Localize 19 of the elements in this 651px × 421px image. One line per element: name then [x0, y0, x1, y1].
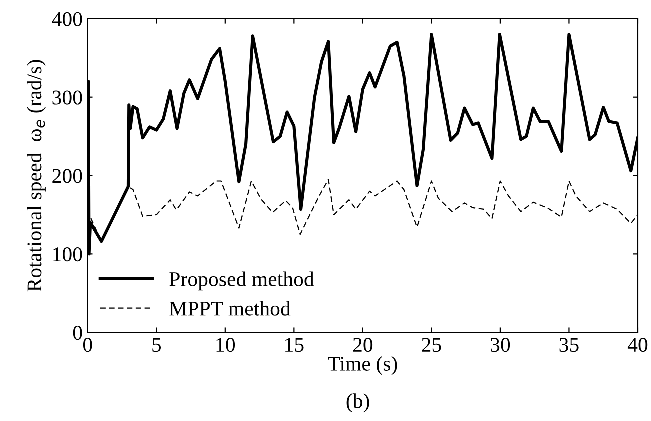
y-tick-label: 200 [52, 169, 82, 184]
y-tick-label: 100 [54, 248, 82, 262]
x-tick-label: 30 [491, 338, 510, 352]
x-tick-label: 0 [83, 338, 92, 352]
x-tick-label: 10 [216, 338, 236, 352]
y-tick-label: 300 [52, 90, 82, 105]
x-tick-label: 15 [286, 338, 304, 352]
y-axis-title: Rotational speed ω$_{e}$ (rad/s) [27, 60, 46, 292]
y-tick-label: 400 [52, 12, 82, 26]
legend-label: Proposed method [170, 272, 314, 291]
x-tick-label: 5 [152, 338, 162, 352]
x-tick-label: 35 [560, 338, 579, 352]
x-axis-title: Time (s) [328, 356, 398, 376]
legend-label: MPPT method [170, 301, 291, 316]
x-tick-label: 25 [422, 338, 442, 352]
x-tick-label: 20 [353, 338, 373, 352]
text: (b) [346, 394, 370, 413]
x-tick-label: 40 [628, 338, 648, 352]
y-tick-label: 0 [73, 326, 82, 340]
